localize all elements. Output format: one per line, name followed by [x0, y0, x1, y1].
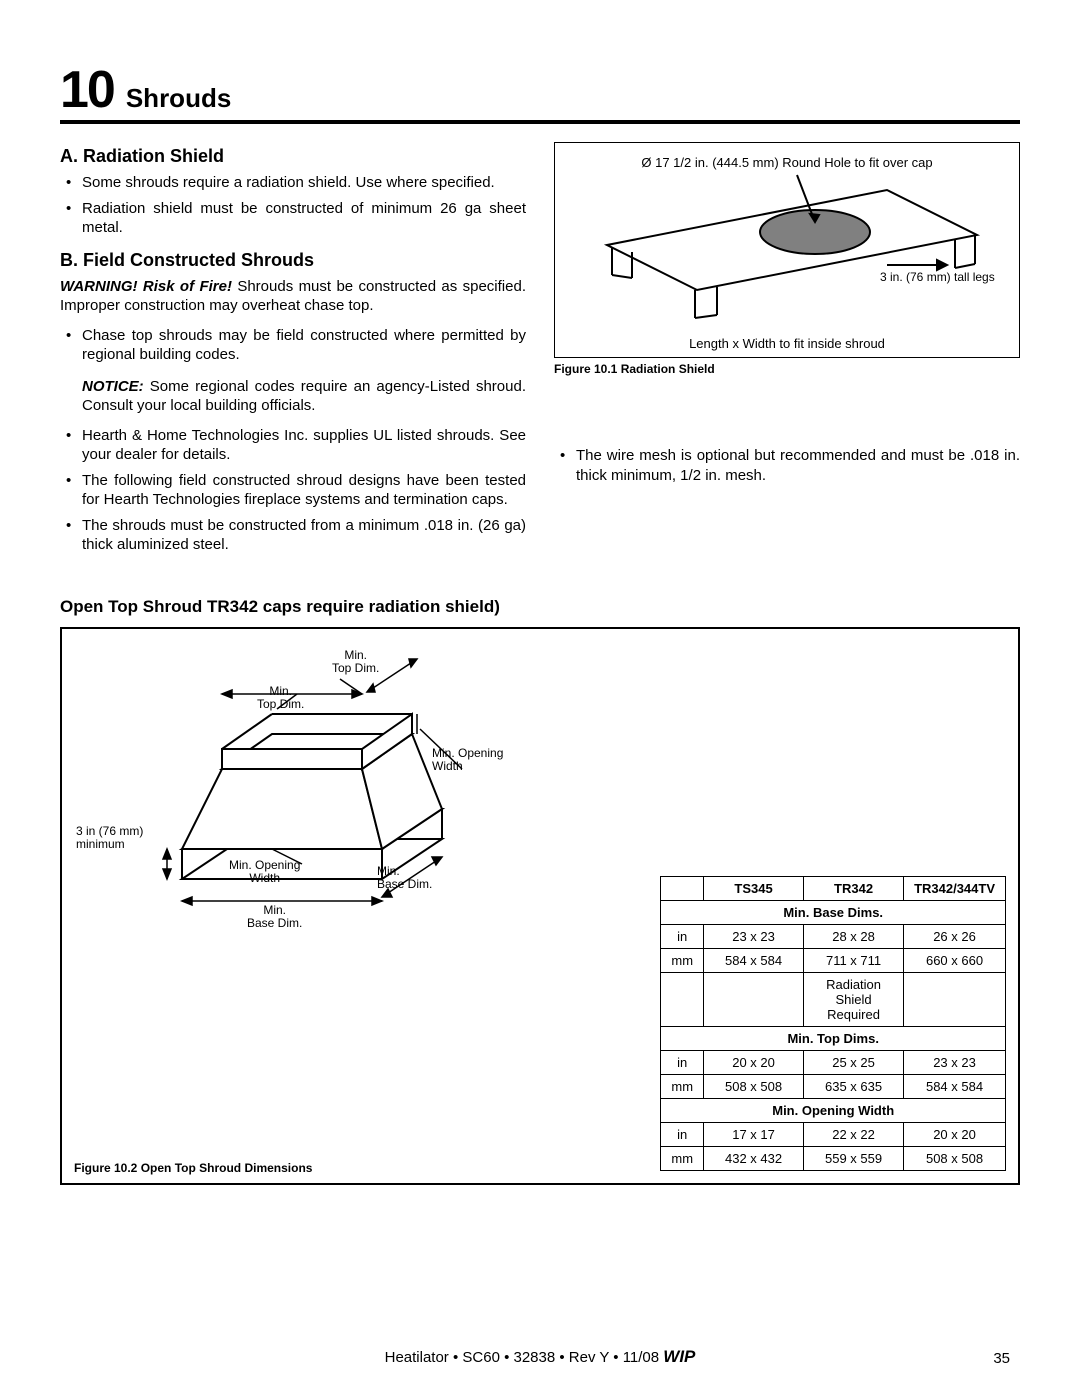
- table-cell: 25 x 25: [804, 1050, 904, 1074]
- chapter-header: 10 Shrouds: [60, 60, 1020, 124]
- chapter-title: Shrouds: [126, 83, 231, 114]
- table-row: in 20 x 20 25 x 25 23 x 23: [661, 1050, 1006, 1074]
- bullet-item: Radiation shield must be constructed of …: [60, 199, 526, 238]
- table-section-title: Min. Opening Width: [661, 1098, 1006, 1122]
- open-top-heading: Open Top Shroud TR342 caps require radia…: [60, 597, 1020, 617]
- d2-3in-min: 3 in (76 mm)minimum: [76, 825, 143, 851]
- chapter-number: 10: [60, 60, 114, 120]
- table-section-title: Min. Base Dims.: [661, 900, 1006, 924]
- table-cell: Radiation Shield Required: [804, 972, 904, 1026]
- bullet-item: Hearth & Home Technologies Inc. supplies…: [60, 426, 526, 465]
- table-cell: 584 x 584: [904, 1074, 1006, 1098]
- table-cell: 23 x 23: [704, 924, 804, 948]
- d2-min-top-dim-1: Min.Top Dim.: [332, 649, 379, 675]
- table-cell: 508 x 508: [904, 1146, 1006, 1170]
- d2-min-top-dim-2: Min.Top Dim.: [257, 685, 304, 711]
- page-footer: Heatilator • SC60 • 32838 • Rev Y • 11/0…: [0, 1347, 1080, 1367]
- fig2-caption: Figure 10.2 Open Top Shroud Dimensions: [74, 1161, 312, 1175]
- table-cell: 660 x 660: [904, 948, 1006, 972]
- table-cell: 635 x 635: [804, 1074, 904, 1098]
- table-cell: 20 x 20: [904, 1122, 1006, 1146]
- bullet-item: The following ﬁeld constructed shroud de…: [60, 471, 526, 510]
- page-number: 35: [993, 1350, 1010, 1367]
- bullet-item: Some shrouds require a radiation shield.…: [60, 173, 526, 193]
- table-cell: 23 x 23: [904, 1050, 1006, 1074]
- d2-min-opening-width-2: Min. OpeningWidth: [229, 859, 300, 885]
- fig1-caption: Figure 10.1 Radiation Shield: [554, 362, 1020, 376]
- bullet-item: The shrouds must be constructed from a m…: [60, 516, 526, 555]
- notice-text: Some regional codes require an agency-Li…: [82, 378, 526, 415]
- table-cell: in: [661, 1122, 704, 1146]
- table-cell: 584 x 584: [704, 948, 804, 972]
- table-cell: 432 x 432: [704, 1146, 804, 1170]
- fig1-legs-label: 3 in. (76 mm) tall legs: [880, 270, 1005, 284]
- d2-min-opening-width-1: Min. OpeningWidth: [432, 747, 503, 773]
- d2-min-base-dim-2: Min.Base Dim.: [247, 904, 302, 930]
- bullet-item: The wire mesh is optional but recommende…: [554, 446, 1020, 485]
- table-row: in 17 x 17 22 x 22 20 x 20: [661, 1122, 1006, 1146]
- left-column: A. Radiation Shield Some shrouds require…: [60, 142, 526, 567]
- notice-label: NOTICE:: [82, 378, 144, 395]
- table-row: mm 508 x 508 635 x 635 584 x 584: [661, 1074, 1006, 1098]
- section-b-right-bullets: The wire mesh is optional but recommende…: [554, 446, 1020, 485]
- table-row: mm 432 x 432 559 x 559 508 x 508: [661, 1146, 1006, 1170]
- table-cell: 17 x 17: [704, 1122, 804, 1146]
- table-header-cell: TS345: [704, 876, 804, 900]
- fig1-hole-label: Ø 17 1/2 in. (444.5 mm) Round Hole to fi…: [565, 155, 1009, 170]
- warning-label: WARNING! Risk of Fire!: [60, 278, 232, 295]
- section-a-heading: A. Radiation Shield: [60, 146, 526, 167]
- table-header-cell: [661, 876, 704, 900]
- table-row: Radiation Shield Required: [661, 972, 1006, 1026]
- table-cell: 28 x 28: [804, 924, 904, 948]
- table-section-title: Min. Top Dims.: [661, 1026, 1006, 1050]
- footer-text: Heatilator • SC60 • 32838 • Rev Y • 11/0…: [385, 1349, 664, 1366]
- table-section-row: Min. Top Dims.: [661, 1026, 1006, 1050]
- table-section-row: Min. Opening Width: [661, 1098, 1006, 1122]
- table-cell: 711 x 711: [804, 948, 904, 972]
- table-header-row: TS345 TR342 TR342/344TV: [661, 876, 1006, 900]
- notice-block: NOTICE: Some regional codes require an a…: [82, 377, 526, 416]
- table-header-cell: TR342: [804, 876, 904, 900]
- fig1-bottom-label: Length x Width to fit inside shroud: [565, 336, 1009, 351]
- section-b-bullets-2: Hearth & Home Technologies Inc. supplies…: [60, 426, 526, 555]
- table-cell: [704, 972, 804, 1026]
- d2-min-base-dim-1: Min.Base Dim.: [377, 865, 432, 891]
- table-cell: [661, 972, 704, 1026]
- table-header-cell: TR342/344TV: [904, 876, 1006, 900]
- open-top-shroud-diagram: [72, 639, 532, 939]
- dimensions-table: TS345 TR342 TR342/344TV Min. Base Dims. …: [660, 876, 1006, 1171]
- table-cell: mm: [661, 1074, 704, 1098]
- table-cell: 20 x 20: [704, 1050, 804, 1074]
- table-cell: 508 x 508: [704, 1074, 804, 1098]
- table-cell: in: [661, 1050, 704, 1074]
- table-cell: mm: [661, 948, 704, 972]
- figure-10-1-box: Ø 17 1/2 in. (444.5 mm) Round Hole to fi…: [554, 142, 1020, 358]
- section-b-bullets-1: Chase top shrouds may be ﬁeld constructe…: [60, 326, 526, 365]
- footer-wip: WIP: [663, 1347, 695, 1366]
- table-row: in 23 x 23 28 x 28 26 x 26: [661, 924, 1006, 948]
- table-cell: in: [661, 924, 704, 948]
- table-section-row: Min. Base Dims.: [661, 900, 1006, 924]
- table-cell: [904, 972, 1006, 1026]
- warning-block: WARNING! Risk of Fire! Shrouds must be c…: [60, 277, 526, 316]
- figure-10-2-box: Min.Top Dim. Min.Top Dim. Min. OpeningWi…: [60, 627, 1020, 1185]
- table-cell: 22 x 22: [804, 1122, 904, 1146]
- right-column: Ø 17 1/2 in. (444.5 mm) Round Hole to fi…: [554, 142, 1020, 567]
- section-b-heading: B. Field Constructed Shrouds: [60, 250, 526, 271]
- table-cell: 559 x 559: [804, 1146, 904, 1170]
- section-a-bullets: Some shrouds require a radiation shield.…: [60, 173, 526, 238]
- table-row: mm 584 x 584 711 x 711 660 x 660: [661, 948, 1006, 972]
- bullet-item: Chase top shrouds may be ﬁeld constructe…: [60, 326, 526, 365]
- table-cell: 26 x 26: [904, 924, 1006, 948]
- table-cell: mm: [661, 1146, 704, 1170]
- radiation-shield-diagram: [577, 170, 997, 330]
